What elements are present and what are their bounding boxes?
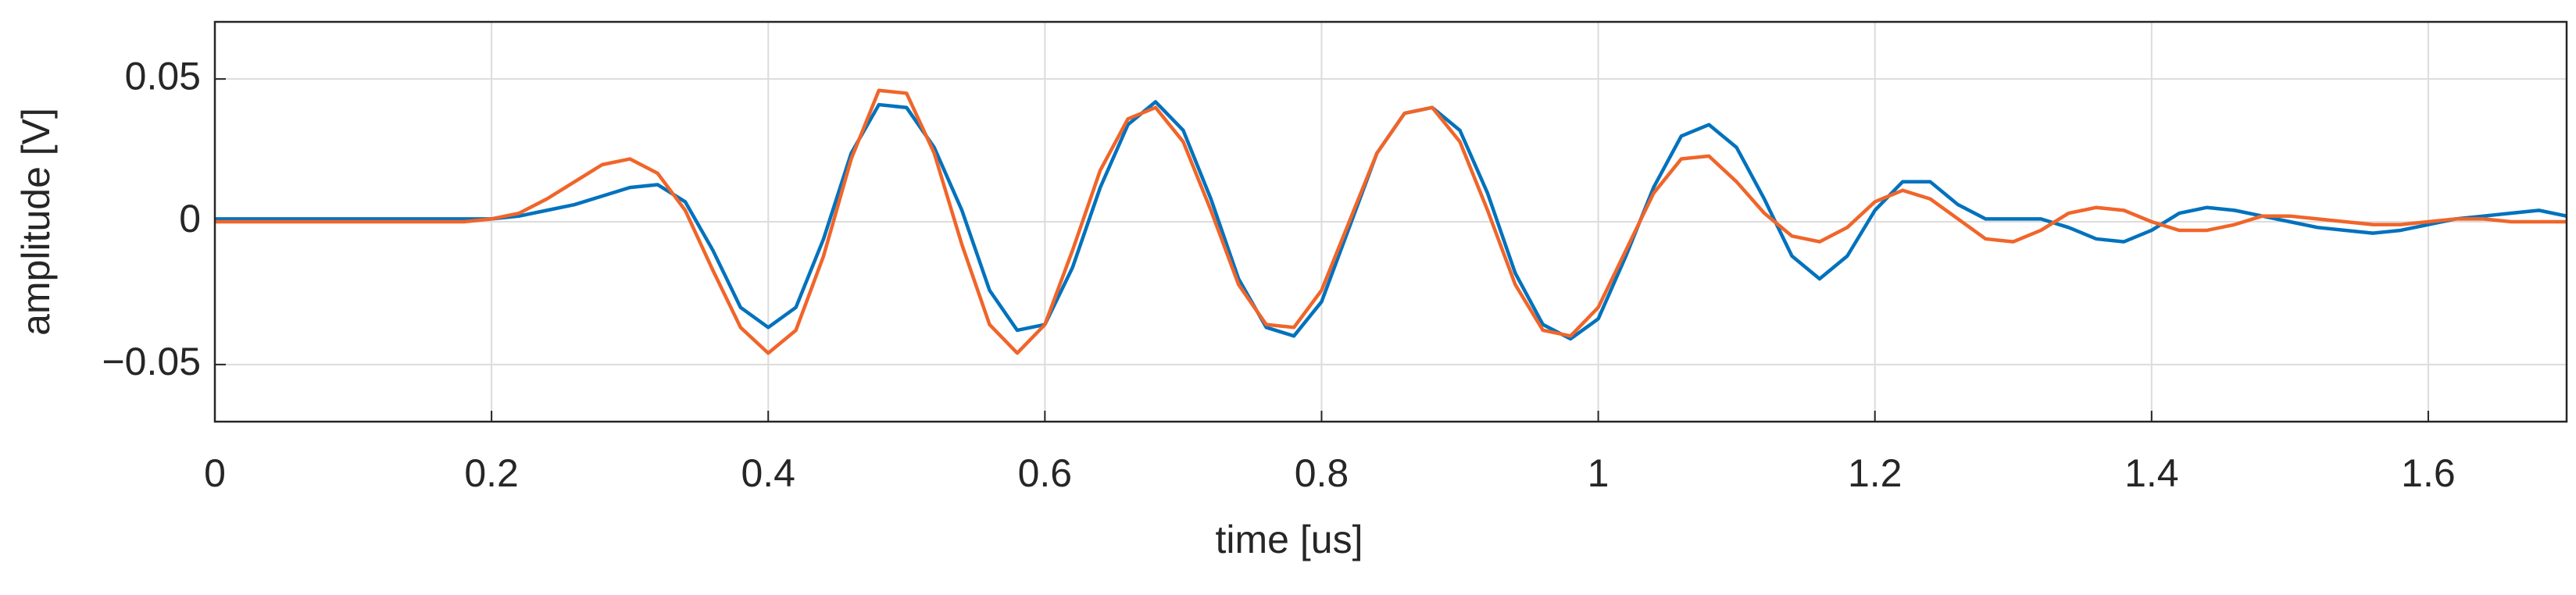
y-axis-label: amplitude [V] xyxy=(14,108,58,336)
x-tick-label: 0.6 xyxy=(1018,451,1073,495)
x-tick-label: 0.2 xyxy=(464,451,519,495)
data-line xyxy=(215,100,2567,341)
x-tick-label: 1 xyxy=(1588,451,1610,495)
y-tick-label: −0.05 xyxy=(102,340,201,383)
x-tick-label: 1.4 xyxy=(2124,451,2179,495)
x-tick-label: 1.6 xyxy=(2401,451,2456,495)
x-tick-label: 0 xyxy=(204,451,226,495)
y-tick-label: 0.05 xyxy=(125,54,201,98)
data-line xyxy=(215,88,2567,355)
x-tick-label: 0.4 xyxy=(741,451,795,495)
plot-frame xyxy=(213,20,2568,423)
x-tick-label: 0.8 xyxy=(1295,451,1349,495)
x-axis-label: time [us] xyxy=(1216,518,1363,561)
x-tick-label: 1.2 xyxy=(1848,451,1903,495)
y-tick-label: 0 xyxy=(179,197,201,240)
